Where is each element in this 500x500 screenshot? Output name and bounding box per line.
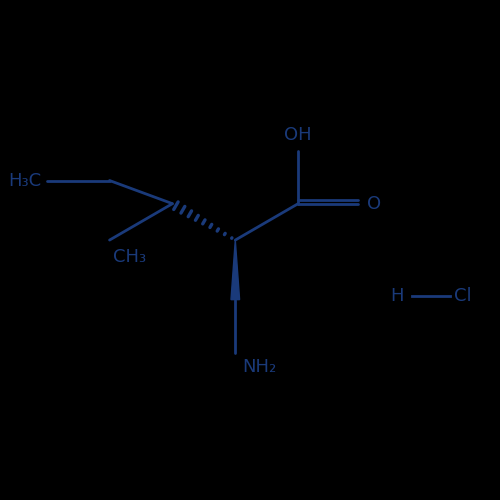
Text: NH₂: NH₂	[242, 358, 276, 376]
Text: Cl: Cl	[454, 288, 471, 306]
Text: H: H	[390, 288, 404, 306]
Text: CH₃: CH₃	[113, 248, 146, 266]
Text: O: O	[367, 194, 381, 212]
Text: OH: OH	[284, 126, 312, 144]
Text: H₃C: H₃C	[8, 172, 42, 190]
Polygon shape	[231, 240, 239, 300]
